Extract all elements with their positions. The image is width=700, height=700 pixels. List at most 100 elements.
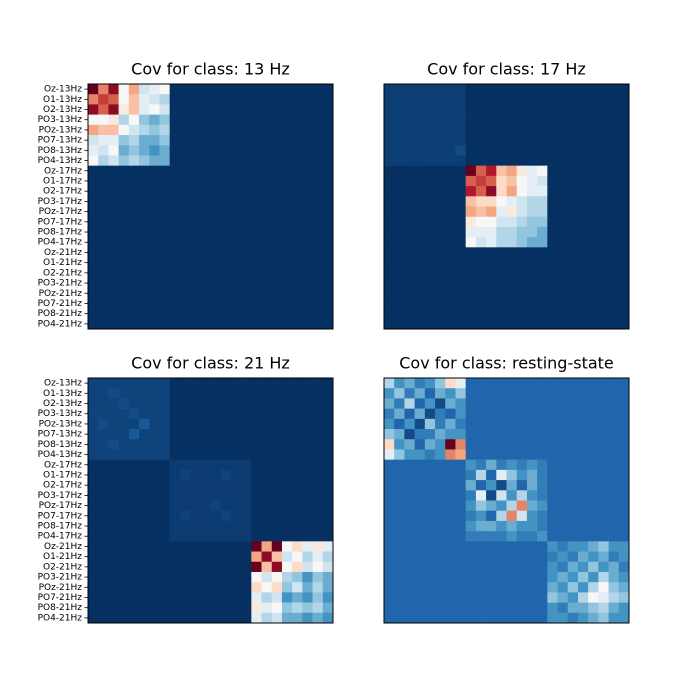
heatmap-cell bbox=[608, 541, 620, 552]
heatmap-cell bbox=[516, 318, 528, 330]
heatmap-cell bbox=[149, 288, 160, 299]
heatmap-cell bbox=[526, 571, 538, 583]
heatmap-cell bbox=[200, 459, 211, 471]
heatmap-cell bbox=[261, 469, 273, 481]
heatmap-cell bbox=[455, 175, 466, 187]
heatmap-cell bbox=[435, 267, 446, 279]
heatmap-cell bbox=[526, 247, 538, 258]
heatmap-cell bbox=[435, 571, 446, 583]
heatmap-cell bbox=[108, 459, 119, 471]
y-tick-label: O2-17Hz bbox=[43, 481, 82, 491]
heatmap-cell bbox=[292, 469, 303, 481]
heatmap-cell bbox=[210, 247, 222, 258]
heatmap-cell bbox=[394, 257, 405, 269]
heatmap-cell bbox=[88, 449, 99, 460]
heatmap-cell bbox=[261, 94, 273, 105]
heatmap-cell bbox=[230, 459, 242, 471]
heatmap-cell bbox=[496, 388, 507, 399]
heatmap-cell bbox=[588, 378, 599, 389]
heatmap-cell bbox=[486, 571, 497, 583]
heatmap-cell bbox=[271, 469, 283, 481]
heatmap-cell bbox=[281, 541, 293, 552]
heatmap-cell bbox=[128, 398, 140, 409]
heatmap-cell bbox=[414, 206, 426, 218]
heatmap-cell bbox=[455, 135, 466, 146]
heatmap-cell bbox=[404, 459, 415, 471]
heatmap-cell bbox=[475, 247, 487, 258]
heatmap-cell bbox=[537, 541, 548, 552]
heatmap-cell bbox=[230, 298, 242, 309]
heatmap-cell bbox=[88, 94, 99, 105]
heatmap-cell bbox=[139, 308, 150, 320]
heatmap-cell bbox=[435, 247, 446, 258]
heatmap-cell bbox=[465, 612, 477, 624]
heatmap-cell bbox=[118, 429, 130, 440]
heatmap-cell bbox=[384, 469, 395, 481]
y-tick-label: PO3-21Hz bbox=[38, 573, 83, 583]
y-tick-label: O1-17Hz bbox=[43, 176, 82, 186]
heatmap-cell bbox=[118, 308, 130, 320]
heatmap-cell bbox=[577, 398, 589, 409]
heatmap-cell bbox=[169, 531, 181, 542]
heatmap-cell bbox=[435, 155, 446, 166]
heatmap-cell bbox=[220, 602, 232, 614]
heatmap-cell bbox=[241, 247, 252, 258]
heatmap-cell bbox=[486, 298, 497, 309]
heatmap-cell bbox=[455, 602, 466, 614]
heatmap-cell bbox=[169, 551, 181, 563]
heatmap-cell bbox=[455, 124, 466, 136]
heatmap-cell bbox=[128, 612, 140, 624]
heatmap-cell bbox=[404, 94, 415, 105]
heatmap-cell bbox=[179, 145, 191, 156]
y-tick-label: PO8-21Hz bbox=[38, 309, 83, 319]
heatmap-cell bbox=[608, 114, 620, 126]
heatmap-cell bbox=[281, 398, 293, 409]
heatmap-cell bbox=[159, 429, 170, 440]
heatmap-cell bbox=[394, 94, 405, 105]
heatmap-cell bbox=[598, 388, 609, 399]
heatmap-cell bbox=[475, 612, 487, 624]
heatmap-cell bbox=[118, 196, 130, 207]
heatmap-cell bbox=[108, 388, 119, 399]
heatmap-cell bbox=[516, 602, 528, 614]
heatmap-cell bbox=[577, 165, 589, 177]
heatmap-cell bbox=[475, 418, 487, 430]
heatmap-cell bbox=[618, 541, 630, 552]
heatmap-cell bbox=[149, 520, 160, 532]
heatmap-cell bbox=[118, 612, 130, 624]
heatmap-cell bbox=[577, 520, 589, 532]
heatmap-cell bbox=[312, 469, 324, 481]
heatmap-cell bbox=[435, 124, 446, 136]
heatmap-cell bbox=[537, 378, 548, 389]
heatmap-cell bbox=[251, 288, 262, 299]
heatmap-cell bbox=[577, 277, 589, 289]
heatmap-cell bbox=[271, 267, 283, 279]
heatmap-cell bbox=[159, 480, 170, 491]
heatmap-cell bbox=[506, 94, 518, 105]
heatmap-cell bbox=[108, 480, 119, 491]
heatmap-cell bbox=[588, 145, 599, 156]
heatmap-cell bbox=[496, 592, 507, 603]
heatmap-cell bbox=[139, 510, 150, 522]
heatmap-cell bbox=[537, 592, 548, 603]
heatmap-cell bbox=[281, 459, 293, 471]
heatmap-cell bbox=[159, 135, 170, 146]
heatmap-cell bbox=[271, 298, 283, 309]
heatmap-cell bbox=[292, 308, 303, 320]
heatmap-cell bbox=[149, 582, 160, 593]
heatmap-cell bbox=[241, 94, 252, 105]
heatmap-cell bbox=[557, 206, 569, 218]
heatmap-cell bbox=[292, 551, 303, 563]
heatmap-cell bbox=[404, 186, 415, 197]
heatmap-cell bbox=[302, 439, 313, 450]
heatmap-cell bbox=[98, 469, 109, 481]
heatmap-cell bbox=[169, 216, 181, 228]
heatmap-cell bbox=[394, 104, 405, 115]
heatmap-cell bbox=[526, 196, 538, 207]
heatmap-cell bbox=[435, 480, 446, 491]
heatmap-cell bbox=[435, 418, 446, 430]
heatmap-cell bbox=[179, 490, 191, 501]
heatmap-cell bbox=[118, 582, 130, 593]
heatmap-cell bbox=[567, 602, 579, 614]
heatmap-cell bbox=[88, 267, 99, 279]
